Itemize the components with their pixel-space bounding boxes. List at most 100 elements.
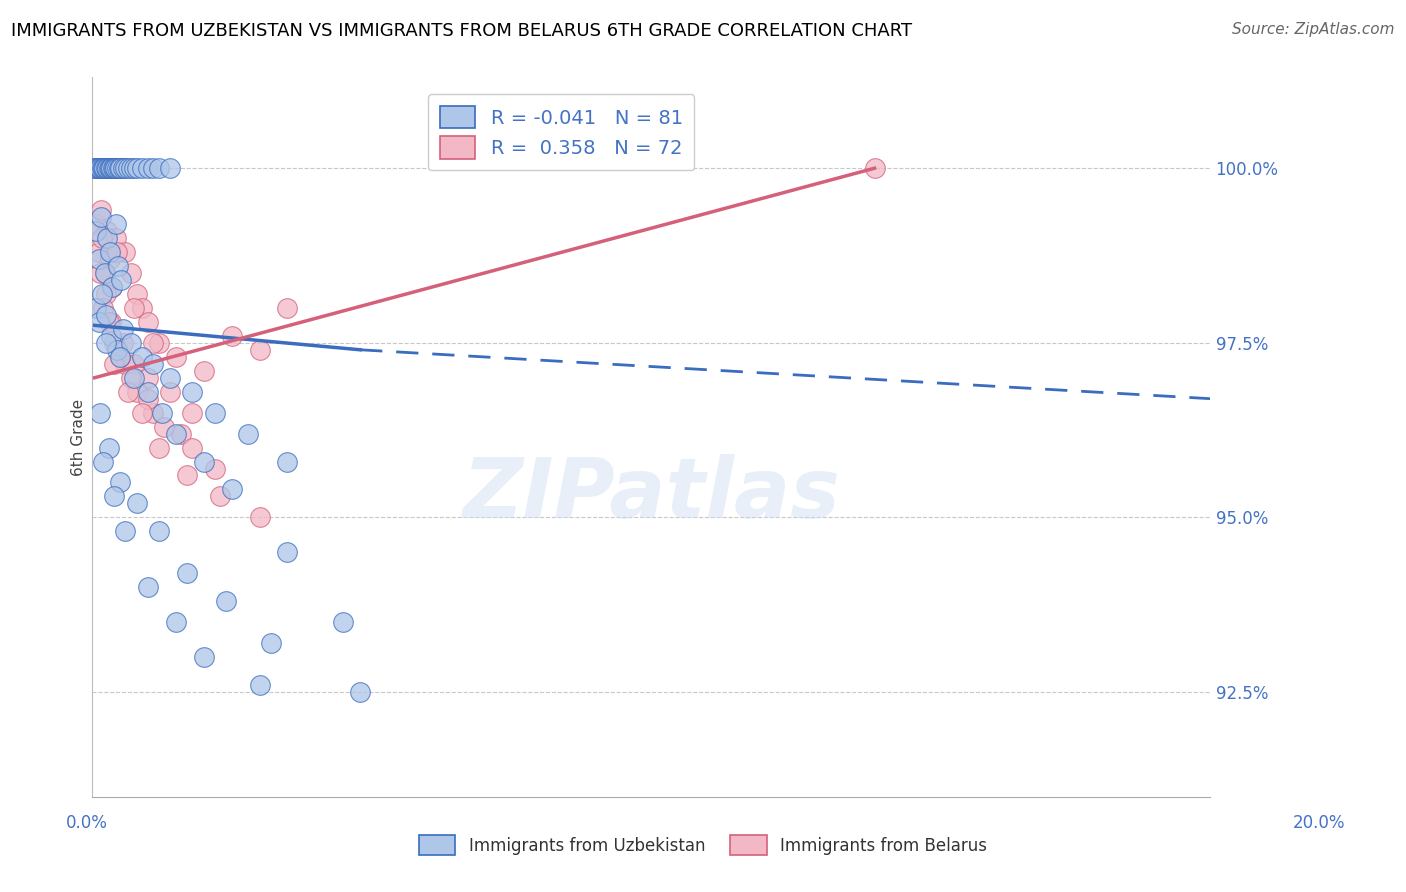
Point <box>90 231 112 245</box>
Point <box>97 441 120 455</box>
Point <box>97 315 120 329</box>
Point <box>120 370 142 384</box>
Point <box>96 161 118 176</box>
Point <box>84 161 107 176</box>
Point <box>98 161 121 176</box>
Text: 20.0%: 20.0% <box>1292 814 1346 831</box>
Point <box>136 392 159 406</box>
Point <box>276 454 298 468</box>
Point <box>105 245 128 260</box>
Point <box>90 210 112 224</box>
Point <box>221 483 243 497</box>
Point <box>107 259 129 273</box>
Point <box>125 496 148 510</box>
Point <box>276 301 298 315</box>
Point <box>238 426 260 441</box>
Point <box>108 475 131 490</box>
Point <box>122 301 145 315</box>
Point <box>104 231 127 245</box>
Point <box>108 350 131 364</box>
Point <box>108 161 131 176</box>
Point <box>98 161 121 176</box>
Point <box>125 384 148 399</box>
Point <box>90 161 112 176</box>
Legend: Immigrants from Uzbekistan, Immigrants from Belarus: Immigrants from Uzbekistan, Immigrants f… <box>412 829 994 862</box>
Point <box>165 426 187 441</box>
Point <box>98 245 121 260</box>
Point <box>87 161 110 176</box>
Point <box>122 370 145 384</box>
Point <box>104 217 127 231</box>
Point <box>101 280 124 294</box>
Point <box>117 161 139 176</box>
Point <box>120 161 142 176</box>
Point <box>84 161 107 176</box>
Point <box>94 335 117 350</box>
Point <box>93 161 115 176</box>
Point <box>142 335 165 350</box>
Point <box>165 350 187 364</box>
Point <box>863 161 886 176</box>
Point <box>136 161 159 176</box>
Point <box>181 384 204 399</box>
Point <box>84 301 107 315</box>
Point <box>111 161 134 176</box>
Point <box>142 161 165 176</box>
Point <box>159 161 181 176</box>
Point <box>87 252 110 266</box>
Point <box>159 384 181 399</box>
Point <box>114 161 136 176</box>
Point <box>142 357 165 371</box>
Point <box>204 406 226 420</box>
Point <box>125 287 148 301</box>
Point <box>181 406 204 420</box>
Point <box>97 161 120 176</box>
Point <box>122 161 145 176</box>
Point <box>108 350 131 364</box>
Point <box>221 328 243 343</box>
Point <box>103 161 125 176</box>
Point <box>131 161 153 176</box>
Point <box>276 545 298 559</box>
Point <box>91 161 114 176</box>
Y-axis label: 6th Grade: 6th Grade <box>72 399 86 475</box>
Point <box>107 161 129 176</box>
Point <box>136 384 159 399</box>
Point <box>142 406 165 420</box>
Point <box>176 468 198 483</box>
Point <box>93 161 115 176</box>
Point <box>181 441 204 455</box>
Point <box>89 161 111 176</box>
Point <box>159 370 181 384</box>
Point <box>103 490 125 504</box>
Point <box>349 685 371 699</box>
Point <box>87 161 110 176</box>
Point <box>111 161 134 176</box>
Point <box>97 161 120 176</box>
Point <box>122 357 145 371</box>
Point <box>84 217 107 231</box>
Point <box>136 580 159 594</box>
Point <box>89 266 111 280</box>
Point <box>100 161 122 176</box>
Point <box>170 426 193 441</box>
Point <box>131 301 153 315</box>
Point <box>131 406 153 420</box>
Point <box>101 280 124 294</box>
Point <box>83 161 105 176</box>
Point <box>114 357 136 371</box>
Point <box>105 161 128 176</box>
Point <box>96 161 118 176</box>
Point <box>111 335 134 350</box>
Point <box>103 161 125 176</box>
Point <box>120 266 142 280</box>
Point <box>103 357 125 371</box>
Point <box>107 161 129 176</box>
Point <box>136 315 159 329</box>
Point <box>148 441 170 455</box>
Point <box>148 335 170 350</box>
Point <box>91 454 114 468</box>
Point <box>111 322 134 336</box>
Point <box>105 343 128 357</box>
Point <box>86 161 108 176</box>
